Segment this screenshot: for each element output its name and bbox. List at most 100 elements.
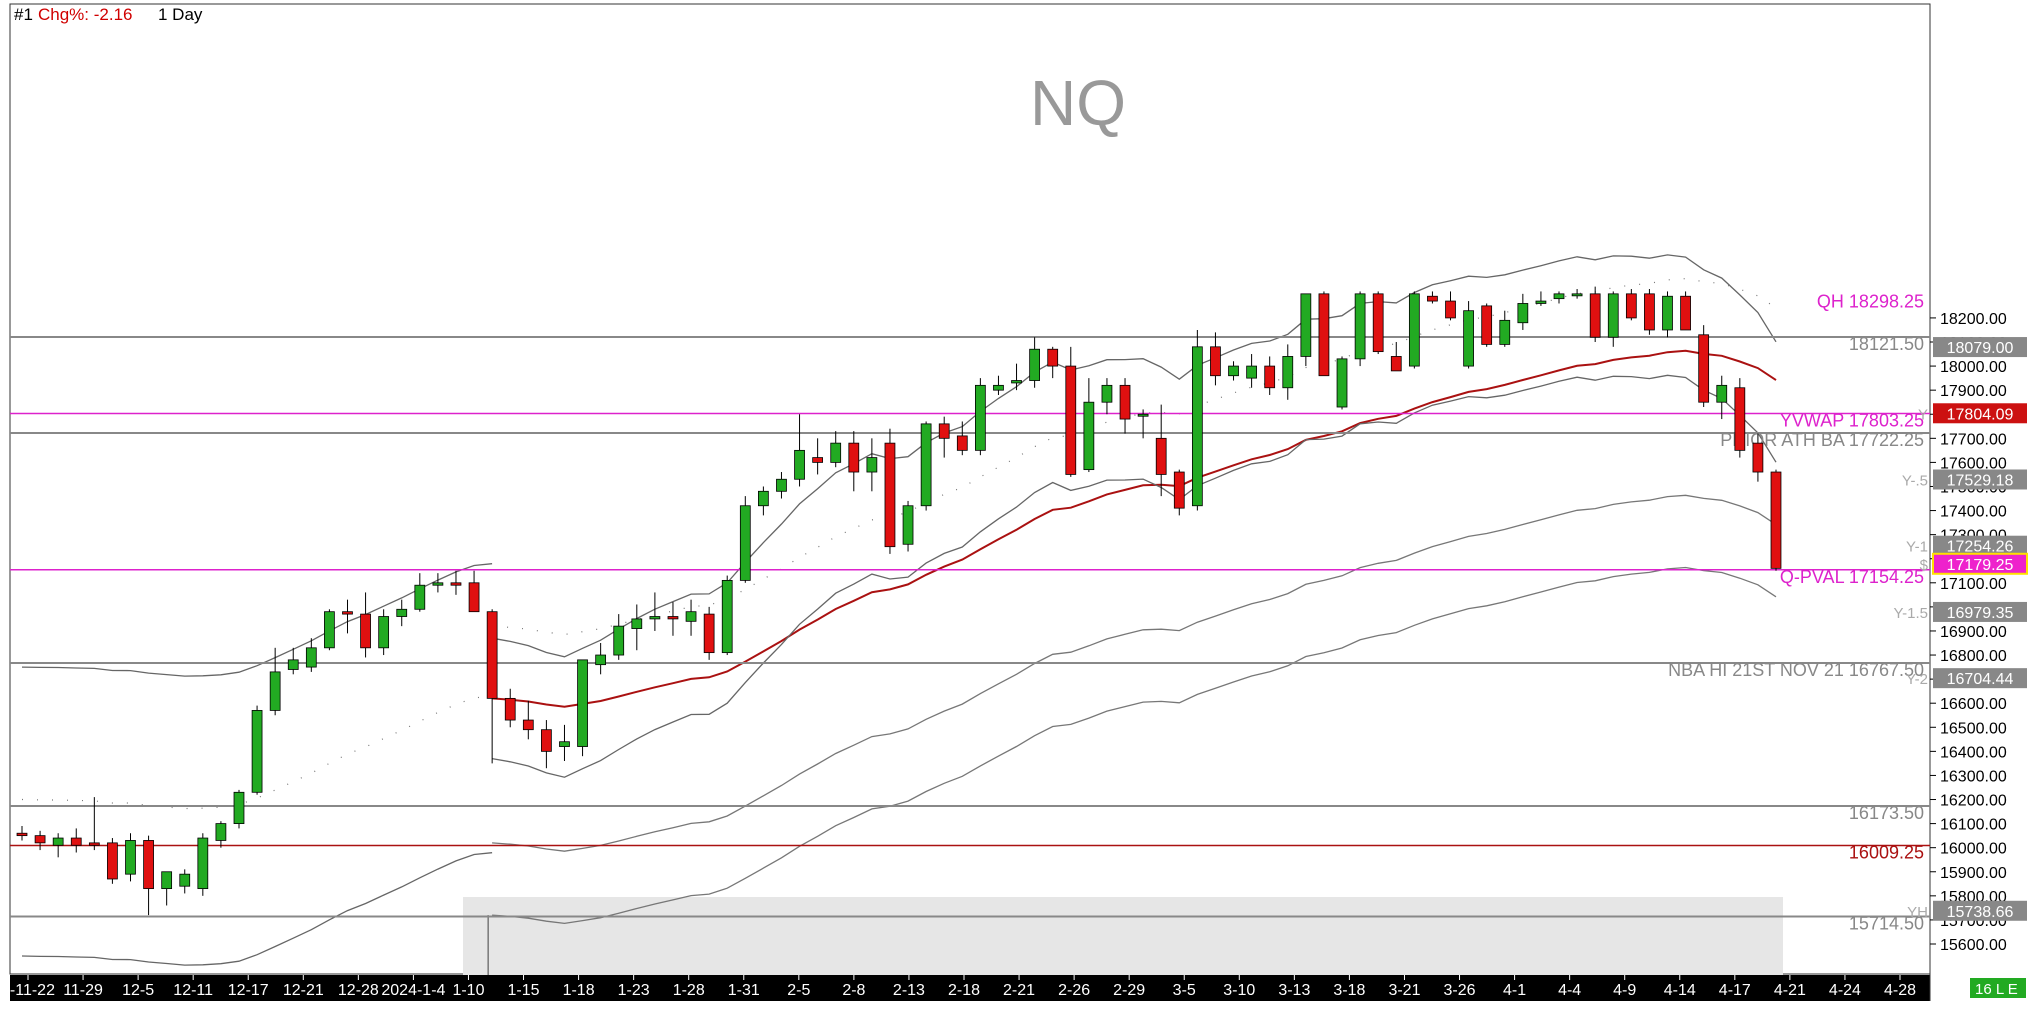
candle bbox=[1752, 433, 1764, 482]
y-tick-label: 16300.00 bbox=[1940, 768, 2007, 785]
candle-body-bull bbox=[287, 659, 299, 670]
band-early-lower bbox=[21, 852, 493, 966]
level-label: 18121.50 bbox=[1849, 334, 1924, 354]
candle bbox=[1589, 286, 1601, 342]
candle-body-bear bbox=[938, 423, 950, 439]
candle bbox=[993, 375, 1004, 395]
candle-body-bull bbox=[1300, 293, 1312, 357]
value-box-layer: 18079.00 17804.09 Y 17529.18 Y-.5 17254.26 Y-1… bbox=[1894, 337, 2028, 921]
candle-body-bear bbox=[143, 840, 154, 890]
candle-body-bull bbox=[161, 871, 173, 890]
x-tick-label: 11-29 bbox=[63, 982, 103, 999]
y-tick-label: 16000.00 bbox=[1940, 841, 2007, 858]
y-tick-label: 18200.00 bbox=[1940, 311, 2007, 328]
x-tick-label: 1-23 bbox=[618, 982, 650, 999]
candle bbox=[1427, 291, 1438, 304]
candle bbox=[1390, 342, 1402, 372]
candle-body-bull bbox=[993, 384, 1004, 391]
candle bbox=[215, 821, 227, 848]
y-tick-label: 16500.00 bbox=[1940, 720, 2007, 737]
candle bbox=[812, 438, 824, 475]
band-early-upper bbox=[21, 563, 493, 677]
candle bbox=[613, 614, 625, 660]
candle bbox=[739, 496, 751, 583]
candle-body-bull bbox=[432, 582, 444, 586]
candle bbox=[902, 500, 914, 552]
candle bbox=[1372, 291, 1384, 355]
value-box-label: Y bbox=[1918, 406, 1928, 423]
x-tick-label: 12-21 bbox=[283, 982, 324, 999]
candle-body-bull bbox=[1517, 303, 1529, 324]
candle-body-bear bbox=[360, 613, 371, 649]
candle bbox=[1644, 289, 1655, 335]
candle bbox=[1553, 291, 1565, 304]
candle bbox=[305, 638, 317, 672]
candle-body-bull bbox=[1336, 358, 1348, 408]
candle bbox=[414, 573, 426, 612]
x-tick-label: 2-26 bbox=[1058, 982, 1090, 999]
value-box-text: 15738.66 bbox=[1947, 904, 2014, 921]
corner-badge: 16 L E bbox=[1975, 981, 2018, 998]
candle bbox=[197, 833, 209, 896]
candle bbox=[143, 835, 154, 916]
x-tick-label: 2-21 bbox=[1003, 982, 1035, 999]
candle-body-bull bbox=[125, 840, 136, 875]
y-tick-label: 15900.00 bbox=[1940, 865, 2007, 882]
candle-body-bear bbox=[703, 613, 715, 654]
candle-body-bear bbox=[342, 611, 353, 615]
candle-body-bear bbox=[34, 835, 46, 844]
x-tick-label: 3-13 bbox=[1278, 982, 1310, 999]
band-lower bbox=[491, 374, 1777, 778]
candle-body-bear bbox=[88, 842, 100, 846]
candle-body-bull bbox=[794, 449, 805, 480]
candle bbox=[396, 599, 408, 627]
candle bbox=[378, 609, 390, 656]
candle-body-bull bbox=[233, 791, 245, 825]
candle-body-bear bbox=[522, 719, 534, 731]
plot-frame bbox=[9, 3, 1931, 975]
x-tick-label: 3-11-22 bbox=[1, 982, 55, 999]
x-tick-label: 12-17 bbox=[228, 982, 269, 999]
y-tick-label: 16600.00 bbox=[1940, 696, 2007, 713]
candle-body-bear bbox=[70, 837, 82, 846]
candle bbox=[1318, 291, 1330, 377]
candle bbox=[16, 826, 28, 841]
candle bbox=[504, 688, 516, 728]
candle-body-bull bbox=[1553, 293, 1565, 300]
x-tick-label: 4-21 bbox=[1774, 982, 1806, 999]
x-tick-label: 12-11 bbox=[173, 982, 213, 999]
candle-body-bull bbox=[1101, 384, 1113, 403]
x-tick-label: 4-24 bbox=[1829, 982, 1861, 999]
candle bbox=[848, 431, 860, 492]
value-box bbox=[1933, 469, 2027, 490]
x-tick-label: 4-28 bbox=[1884, 982, 1916, 999]
candle bbox=[251, 705, 263, 795]
candle-body-bull bbox=[269, 671, 281, 711]
candle bbox=[88, 797, 100, 851]
x-tick-label: 2024-1-4 bbox=[381, 982, 445, 999]
candle-body-bull bbox=[721, 579, 733, 654]
candle bbox=[595, 643, 607, 675]
candle bbox=[1680, 291, 1691, 331]
value-box-label: Y-1.5 bbox=[1894, 605, 1928, 622]
candle-body-bull bbox=[1408, 293, 1420, 367]
candle-body-bear bbox=[1481, 305, 1493, 345]
x-tick-label: 2-18 bbox=[948, 982, 980, 999]
candle-body-bull bbox=[1083, 401, 1095, 471]
candle-body-bear bbox=[667, 616, 679, 620]
candle-body-bear bbox=[1264, 365, 1276, 389]
candle-body-bull bbox=[1662, 295, 1673, 331]
candle bbox=[1607, 291, 1619, 347]
candle bbox=[1408, 291, 1420, 369]
candle bbox=[1264, 356, 1276, 395]
candle bbox=[1499, 310, 1511, 347]
candle-body-bull bbox=[52, 837, 64, 846]
candle bbox=[1155, 404, 1167, 497]
candle-body-bull bbox=[1029, 348, 1040, 381]
candle-body-bull bbox=[920, 423, 932, 507]
candle-body-bear bbox=[450, 582, 462, 586]
x-tick-layer: 3-11-22 11-29 12-5 12-11 12-17 12-21 12-28 2024… bbox=[1, 975, 1916, 999]
candle bbox=[1029, 337, 1040, 388]
